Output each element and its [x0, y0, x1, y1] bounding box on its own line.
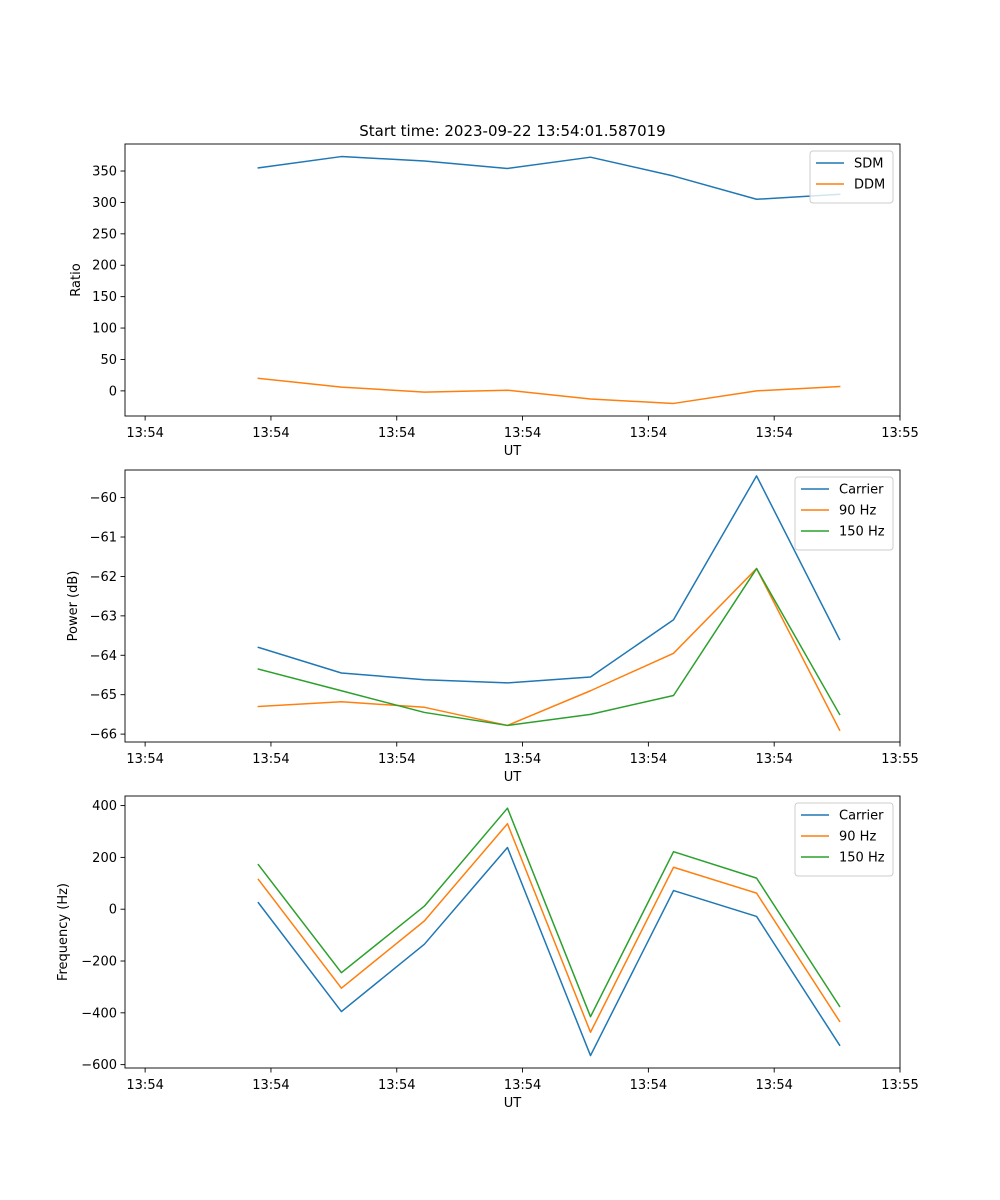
y-tick-label: −63: [90, 609, 117, 624]
x-tick-label: 13:54: [630, 1078, 667, 1093]
y-tick-label: 200: [92, 851, 117, 866]
y-tick-label: 200: [92, 259, 117, 274]
legend-label: DDM: [854, 178, 885, 193]
legend: Carrier 90 Hz 150 Hz: [794, 802, 894, 877]
y-tick-label: 300: [92, 196, 117, 211]
y-tick-label: 250: [92, 227, 117, 242]
series-line-carrier: [257, 475, 841, 684]
legend: Carrier 90 Hz 150 Hz: [794, 476, 894, 551]
y-tick-label: 100: [92, 322, 117, 337]
x-tick-label: 13:54: [252, 1078, 289, 1093]
x-tick-label: 13:54: [504, 426, 541, 441]
subplot-3: 13:54 13:54 13:54 13:54 13:54 13:54 13:55 −600 −…: [56, 795, 919, 1111]
y-tick-label: 400: [92, 799, 117, 814]
x-tick-label: 13:54: [630, 752, 667, 767]
y-axis-label: Ratio: [69, 263, 84, 296]
y-tick-label: 50: [100, 353, 117, 368]
x-tick-label: 13:54: [378, 1078, 415, 1093]
legend-label: Carrier: [839, 483, 884, 498]
legend: SDM DDM: [809, 150, 894, 204]
x-tick-label: 13:54: [252, 426, 289, 441]
y-tick-label: −600: [81, 1058, 117, 1073]
x-axis-label: UT: [504, 1096, 522, 1111]
subplot-1: 13:54 13:54 13:54 13:54 13:54 13:54 13:55 0 50 10…: [69, 143, 919, 459]
series-line-90-hz: [257, 822, 841, 1033]
y-tick-label: −61: [90, 531, 117, 546]
y-tick-label: −60: [90, 491, 117, 506]
y-tick-label: −200: [81, 955, 117, 970]
x-tick-label: 13:54: [755, 1078, 792, 1093]
x-tick-label: 13:54: [252, 752, 289, 767]
x-tick-label: 13:54: [378, 752, 415, 767]
x-tick-label: 13:54: [126, 426, 163, 441]
y-tick-label: −400: [81, 1006, 117, 1021]
x-tick-label: 13:54: [755, 752, 792, 767]
legend-label: SDM: [854, 157, 883, 172]
y-tick-label: −62: [90, 570, 117, 585]
y-tick-label: −65: [90, 688, 117, 703]
x-tick-label: 13:55: [881, 426, 918, 441]
x-tick-label: 13:55: [881, 752, 918, 767]
legend-label: 90 Hz: [839, 504, 876, 519]
figure-title: Start time: 2023-09-22 13:54:01.587019: [359, 122, 665, 140]
y-tick-label: 0: [109, 384, 117, 399]
y-axis-label: Frequency (Hz): [56, 883, 71, 981]
series-line-carrier: [257, 846, 841, 1057]
series-line-ddm: [257, 377, 841, 405]
x-tick-label: 13:54: [126, 1078, 163, 1093]
series-line-90-hz: [257, 567, 841, 732]
x-tick-label: 13:54: [630, 426, 667, 441]
legend-label: Carrier: [839, 809, 884, 824]
subplot-2: 13:54 13:54 13:54 13:54 13:54 13:54 13:55 −66 −6…: [66, 469, 919, 785]
x-tick-label: 13:54: [755, 426, 792, 441]
y-tick-label: 0: [109, 903, 117, 918]
x-axis-label: UT: [504, 770, 522, 785]
x-axis-label: UT: [504, 444, 522, 459]
axes-frame: [124, 143, 901, 417]
y-tick-label: 150: [92, 290, 117, 305]
series-line-150-hz: [257, 567, 841, 727]
x-tick-label: 13:55: [881, 1078, 918, 1093]
legend-label: 90 Hz: [839, 830, 876, 845]
legend-box: [809, 150, 894, 204]
y-tick-label: −66: [90, 728, 117, 743]
y-tick-label: 350: [92, 165, 117, 180]
axes-frame: [124, 795, 901, 1069]
x-tick-label: 13:54: [504, 1078, 541, 1093]
y-tick-label: −64: [90, 649, 117, 664]
legend-label: 150 Hz: [839, 525, 885, 540]
axes-frame: [124, 469, 901, 743]
legend-label: 150 Hz: [839, 851, 885, 866]
x-tick-label: 13:54: [378, 426, 415, 441]
x-tick-label: 13:54: [504, 752, 541, 767]
x-tick-label: 13:54: [126, 752, 163, 767]
series-line-150-hz: [257, 807, 841, 1018]
y-axis-label: Power (dB): [66, 571, 81, 642]
series-line-sdm: [257, 155, 841, 201]
